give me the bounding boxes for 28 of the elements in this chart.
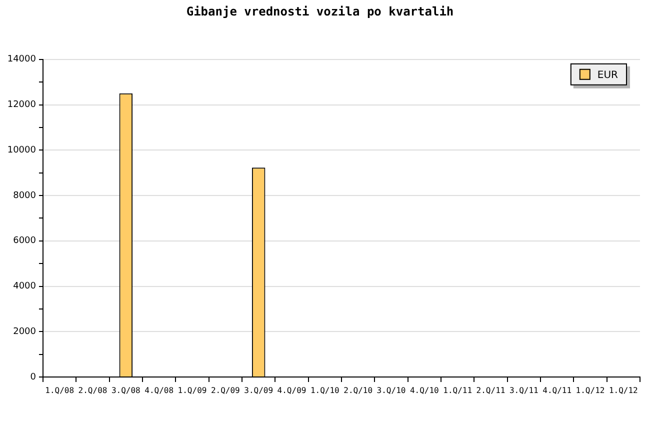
- y-tick-label: 12000: [7, 100, 36, 110]
- legend-label: EUR: [597, 70, 618, 81]
- x-tick-label: 1.Q/12: [608, 386, 638, 395]
- x-tick-label: 4.Q/09: [277, 386, 306, 395]
- chart-title: Gibanje vrednosti vozila po kvartalih: [186, 4, 454, 18]
- x-tick-label: 1.Q/09: [178, 386, 207, 395]
- x-tick-label: 3.Q/10: [376, 386, 406, 395]
- y-tick-label: 0: [30, 372, 36, 382]
- x-tick-label: 3.Q/09: [244, 386, 274, 395]
- y-tick-label: 6000: [13, 236, 36, 246]
- x-tick-label: 2.Q/09: [210, 386, 240, 395]
- y-tick-label: 10000: [7, 145, 36, 156]
- y-tick-label: 2000: [13, 326, 36, 337]
- x-tick-label: 4.Q/10: [410, 386, 440, 395]
- x-tick-label: 1.Q/10: [310, 386, 340, 395]
- x-tick-label: 4.Q/11: [542, 386, 572, 395]
- y-tick-label: 8000: [13, 190, 36, 201]
- x-tick-label: 4.Q/08: [144, 386, 174, 395]
- y-tick-label: 14000: [7, 54, 36, 65]
- x-tick-label: 1.Q/11: [443, 386, 472, 395]
- x-tick-label: 2.Q/11: [476, 386, 506, 395]
- x-tick-label: 2.Q/08: [78, 386, 108, 395]
- x-tick-label: 1.Q/12: [576, 386, 605, 395]
- x-tick-label: 3.Q/11: [509, 386, 539, 395]
- x-tick-label: 3.Q/08: [111, 386, 141, 395]
- y-tick-label: 4000: [13, 282, 36, 292]
- x-tick-label: 2.Q/10: [344, 386, 373, 395]
- x-tick-label: 1.Q/08: [45, 386, 74, 395]
